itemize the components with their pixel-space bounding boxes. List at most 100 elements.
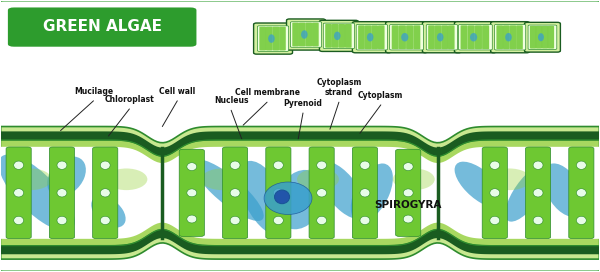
Text: Cell wall: Cell wall <box>159 87 196 96</box>
Ellipse shape <box>274 189 283 197</box>
FancyBboxPatch shape <box>426 24 457 50</box>
Ellipse shape <box>317 161 366 219</box>
FancyBboxPatch shape <box>386 22 428 53</box>
Ellipse shape <box>367 33 373 42</box>
FancyBboxPatch shape <box>325 24 332 48</box>
FancyBboxPatch shape <box>352 22 391 53</box>
FancyBboxPatch shape <box>461 25 467 49</box>
Ellipse shape <box>490 189 500 197</box>
FancyBboxPatch shape <box>395 149 421 236</box>
Ellipse shape <box>455 162 505 208</box>
Ellipse shape <box>403 189 413 197</box>
Ellipse shape <box>57 161 67 169</box>
Text: Pyrenoid: Pyrenoid <box>284 99 322 108</box>
FancyBboxPatch shape <box>312 23 319 47</box>
FancyBboxPatch shape <box>371 25 378 49</box>
Ellipse shape <box>538 33 544 41</box>
Ellipse shape <box>488 168 530 190</box>
Polygon shape <box>1 147 599 239</box>
Ellipse shape <box>275 190 290 204</box>
FancyBboxPatch shape <box>257 26 289 51</box>
FancyBboxPatch shape <box>406 25 413 49</box>
FancyBboxPatch shape <box>435 25 442 49</box>
Ellipse shape <box>297 168 339 190</box>
FancyBboxPatch shape <box>179 149 205 236</box>
Ellipse shape <box>360 216 370 225</box>
FancyBboxPatch shape <box>536 26 542 49</box>
FancyBboxPatch shape <box>475 25 482 49</box>
Ellipse shape <box>351 163 393 222</box>
FancyBboxPatch shape <box>569 147 594 239</box>
FancyBboxPatch shape <box>428 25 435 49</box>
Ellipse shape <box>533 161 543 169</box>
FancyBboxPatch shape <box>482 25 489 49</box>
Ellipse shape <box>543 163 584 217</box>
Ellipse shape <box>533 189 543 197</box>
Text: Mucilage: Mucilage <box>74 87 113 96</box>
FancyBboxPatch shape <box>503 25 509 49</box>
Ellipse shape <box>470 33 477 42</box>
Ellipse shape <box>10 168 52 190</box>
Ellipse shape <box>401 33 409 42</box>
Ellipse shape <box>490 216 500 225</box>
FancyBboxPatch shape <box>299 23 305 47</box>
FancyBboxPatch shape <box>6 147 31 239</box>
Ellipse shape <box>14 189 23 197</box>
Ellipse shape <box>187 215 197 223</box>
Ellipse shape <box>100 189 110 197</box>
Ellipse shape <box>264 182 312 215</box>
FancyBboxPatch shape <box>548 26 554 49</box>
Ellipse shape <box>57 189 67 197</box>
Ellipse shape <box>360 161 370 169</box>
FancyBboxPatch shape <box>491 22 530 53</box>
FancyBboxPatch shape <box>292 23 299 47</box>
FancyBboxPatch shape <box>319 20 358 51</box>
Ellipse shape <box>577 161 586 169</box>
FancyBboxPatch shape <box>352 147 377 239</box>
FancyBboxPatch shape <box>448 25 455 49</box>
FancyBboxPatch shape <box>259 27 266 51</box>
FancyBboxPatch shape <box>528 25 557 50</box>
FancyBboxPatch shape <box>496 25 503 49</box>
FancyBboxPatch shape <box>272 27 279 51</box>
Ellipse shape <box>201 168 243 190</box>
Ellipse shape <box>403 163 413 171</box>
Ellipse shape <box>274 216 283 225</box>
FancyBboxPatch shape <box>279 27 286 51</box>
Ellipse shape <box>317 161 326 169</box>
Ellipse shape <box>490 161 500 169</box>
Ellipse shape <box>577 216 586 225</box>
Ellipse shape <box>230 216 240 225</box>
FancyBboxPatch shape <box>458 24 492 50</box>
Ellipse shape <box>100 216 110 225</box>
FancyBboxPatch shape <box>422 22 461 53</box>
FancyBboxPatch shape <box>399 25 406 49</box>
Ellipse shape <box>505 33 512 42</box>
Ellipse shape <box>505 164 550 222</box>
Ellipse shape <box>14 161 23 169</box>
FancyBboxPatch shape <box>365 25 371 49</box>
Ellipse shape <box>403 215 413 223</box>
FancyBboxPatch shape <box>266 27 272 51</box>
FancyBboxPatch shape <box>254 23 293 54</box>
FancyBboxPatch shape <box>542 26 548 49</box>
FancyBboxPatch shape <box>516 25 523 49</box>
FancyBboxPatch shape <box>290 22 322 47</box>
FancyBboxPatch shape <box>494 24 526 50</box>
FancyBboxPatch shape <box>8 7 196 47</box>
Ellipse shape <box>268 34 275 43</box>
Ellipse shape <box>301 30 308 39</box>
FancyBboxPatch shape <box>287 19 325 50</box>
Text: Cell membrane: Cell membrane <box>235 88 299 97</box>
Ellipse shape <box>106 168 148 190</box>
FancyBboxPatch shape <box>345 24 352 48</box>
FancyBboxPatch shape <box>442 25 448 49</box>
Ellipse shape <box>437 33 443 42</box>
Ellipse shape <box>193 159 264 221</box>
Text: SPIROGYRA: SPIROGYRA <box>374 200 442 210</box>
FancyBboxPatch shape <box>392 25 399 49</box>
Ellipse shape <box>334 32 341 40</box>
Ellipse shape <box>360 189 370 197</box>
Ellipse shape <box>0 154 74 231</box>
FancyBboxPatch shape <box>305 23 312 47</box>
